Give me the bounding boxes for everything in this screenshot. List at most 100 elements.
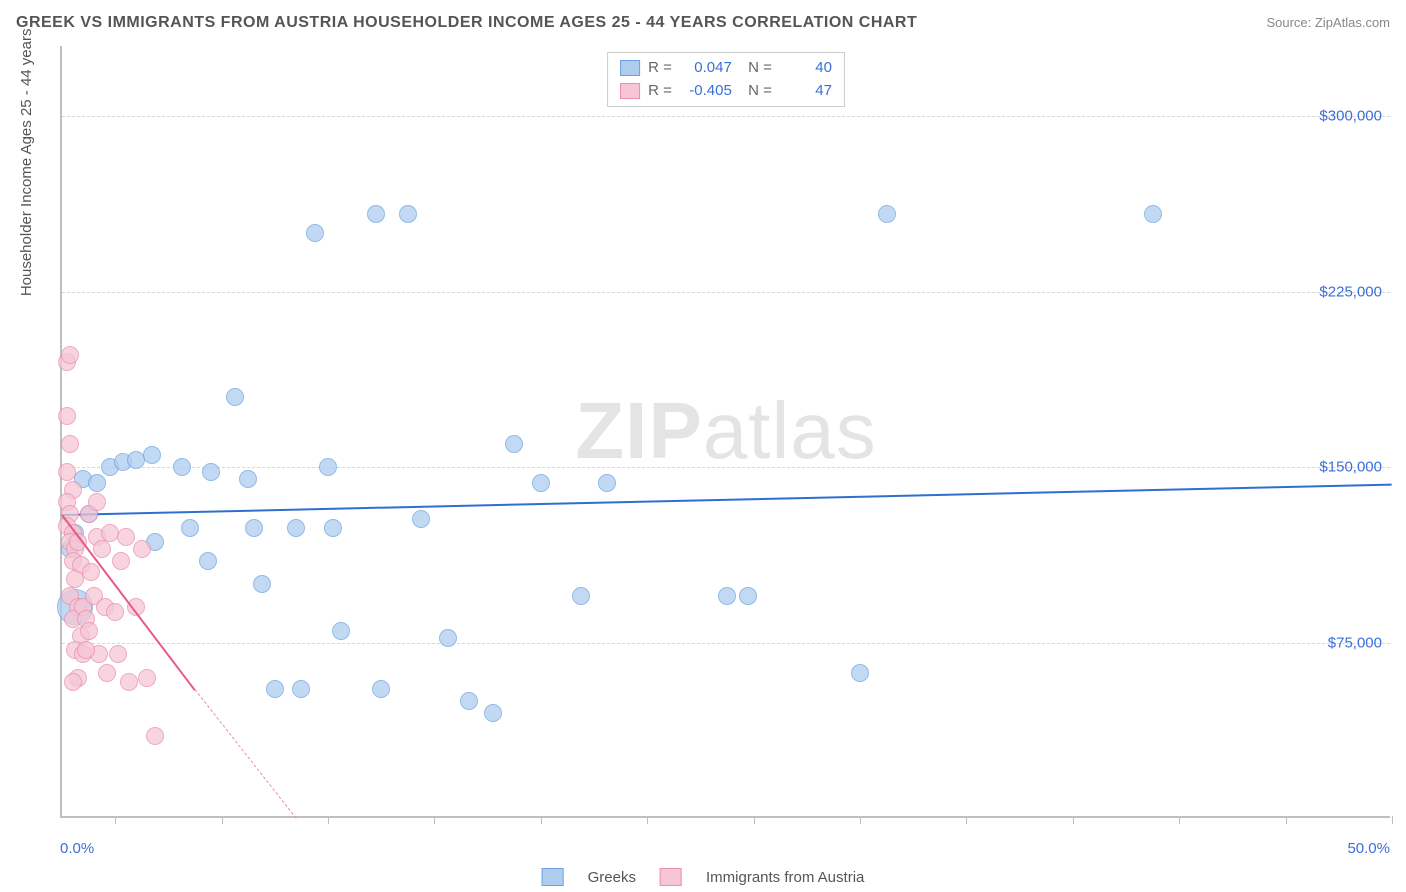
n-value-austria: 47 — [780, 80, 832, 103]
data-point-greeks — [173, 458, 191, 476]
data-point-austria — [109, 645, 127, 663]
data-point-austria — [61, 346, 79, 364]
r-value-greeks: 0.047 — [680, 57, 732, 80]
n-value-greeks: 40 — [780, 57, 832, 80]
watermark-thin: atlas — [703, 386, 877, 475]
data-point-greeks — [439, 629, 457, 647]
data-point-greeks — [199, 552, 217, 570]
data-point-greeks — [718, 587, 736, 605]
x-tick — [647, 816, 648, 824]
x-tick — [1179, 816, 1180, 824]
swatch-greeks-icon — [542, 868, 564, 886]
data-point-greeks — [245, 519, 263, 537]
data-point-greeks — [88, 474, 106, 492]
data-point-greeks — [143, 446, 161, 464]
watermark-bold: ZIP — [575, 386, 702, 475]
legend-row-austria: R = -0.405 N = 47 — [620, 80, 832, 103]
data-point-austria — [146, 727, 164, 745]
y-tick-label: $225,000 — [1319, 283, 1382, 300]
source-label: Source: ZipAtlas.com — [1266, 15, 1390, 30]
data-point-austria — [98, 664, 116, 682]
swatch-austria-icon — [660, 868, 682, 886]
n-label: N = — [740, 80, 772, 103]
data-point-greeks — [253, 575, 271, 593]
chart-title: GREEK VS IMMIGRANTS FROM AUSTRIA HOUSEHO… — [16, 14, 917, 32]
header-row: GREEK VS IMMIGRANTS FROM AUSTRIA HOUSEHO… — [16, 14, 1390, 32]
gridline — [62, 116, 1390, 117]
y-tick-label: $150,000 — [1319, 459, 1382, 476]
data-point-austria — [138, 669, 156, 687]
data-point-greeks — [532, 474, 550, 492]
data-point-austria — [82, 563, 100, 581]
x-min-label: 0.0% — [60, 840, 94, 857]
watermark: ZIPatlas — [575, 385, 876, 477]
x-tick — [966, 816, 967, 824]
legend-correlation: R = 0.047 N = 40 R = -0.405 N = 47 — [607, 52, 845, 107]
data-point-austria — [58, 407, 76, 425]
x-max-label: 50.0% — [1347, 840, 1390, 857]
data-point-austria — [133, 540, 151, 558]
data-point-greeks — [505, 435, 523, 453]
x-tick — [1392, 816, 1393, 824]
data-point-greeks — [319, 458, 337, 476]
data-point-austria — [112, 552, 130, 570]
legend-row-greeks: R = 0.047 N = 40 — [620, 57, 832, 80]
n-label: N = — [740, 57, 772, 80]
data-point-austria — [64, 673, 82, 691]
data-point-austria — [120, 673, 138, 691]
x-tick — [541, 816, 542, 824]
data-point-greeks — [399, 205, 417, 223]
x-tick — [1286, 816, 1287, 824]
x-tick — [328, 816, 329, 824]
data-point-greeks — [292, 680, 310, 698]
data-point-greeks — [266, 680, 284, 698]
r-label: R = — [648, 80, 672, 103]
gridline — [62, 643, 1390, 644]
data-point-greeks — [324, 519, 342, 537]
data-point-austria — [88, 493, 106, 511]
data-point-greeks — [372, 680, 390, 698]
gridline — [62, 292, 1390, 293]
x-tick — [1073, 816, 1074, 824]
swatch-greeks — [620, 60, 640, 76]
data-point-greeks — [306, 224, 324, 242]
data-point-greeks — [851, 664, 869, 682]
x-tick — [754, 816, 755, 824]
x-tick — [860, 816, 861, 824]
data-point-austria — [77, 641, 95, 659]
data-point-greeks — [878, 205, 896, 223]
legend-series: Greeks Immigrants from Austria — [542, 868, 865, 886]
data-point-greeks — [572, 587, 590, 605]
y-tick-label: $75,000 — [1328, 634, 1382, 651]
data-point-austria — [80, 622, 98, 640]
data-point-austria — [58, 463, 76, 481]
data-point-greeks — [484, 704, 502, 722]
x-tick — [115, 816, 116, 824]
legend-greeks-label: Greeks — [588, 869, 636, 886]
data-point-greeks — [287, 519, 305, 537]
data-point-greeks — [239, 470, 257, 488]
trend-dash-austria — [195, 690, 297, 819]
data-point-greeks — [739, 587, 757, 605]
trend-line-greeks — [62, 483, 1392, 515]
x-tick — [222, 816, 223, 824]
data-point-austria — [106, 603, 124, 621]
r-label: R = — [648, 57, 672, 80]
legend-austria-label: Immigrants from Austria — [706, 869, 864, 886]
gridline — [62, 467, 1390, 468]
data-point-greeks — [332, 622, 350, 640]
data-point-austria — [93, 540, 111, 558]
data-point-greeks — [460, 692, 478, 710]
x-tick — [434, 816, 435, 824]
data-point-greeks — [367, 205, 385, 223]
data-point-greeks — [412, 510, 430, 528]
data-point-greeks — [202, 463, 220, 481]
swatch-austria — [620, 83, 640, 99]
y-tick-label: $300,000 — [1319, 108, 1382, 125]
data-point-greeks — [181, 519, 199, 537]
data-point-greeks — [598, 474, 616, 492]
data-point-greeks — [1144, 205, 1162, 223]
data-point-austria — [117, 528, 135, 546]
r-value-austria: -0.405 — [680, 80, 732, 103]
plot-area: ZIPatlas R = 0.047 N = 40 R = -0.405 N =… — [60, 46, 1390, 818]
